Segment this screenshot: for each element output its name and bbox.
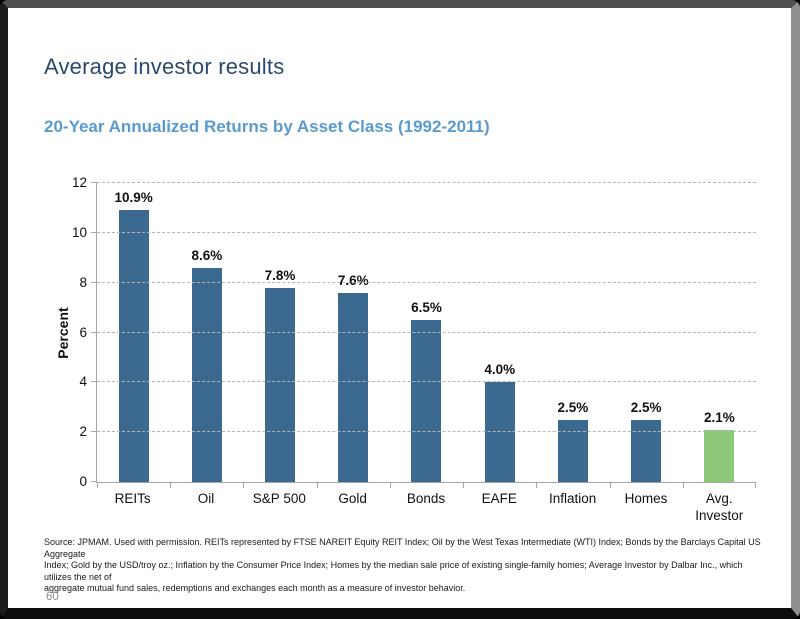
bar-value-label: 8.6% — [191, 247, 223, 263]
bar-reits — [118, 210, 149, 482]
bar-inflation — [557, 419, 588, 482]
x-tick-mark — [682, 482, 684, 488]
x-axis-labels: REITs Oil S&P 500 Gold Bonds EAFE Inflation Hom… — [96, 490, 756, 524]
y-tick-label: 8 — [79, 274, 87, 290]
gridline — [97, 381, 756, 383]
bar-cell: 7.6% — [317, 183, 390, 482]
bar-chart: Percent 10.9% 8.6% 7.8% 7.6% 6.5% 4.0% 2.5% 2.5… — [36, 176, 756, 524]
gridline — [97, 281, 756, 283]
x-tick-mark — [170, 482, 172, 488]
y-tick-label: 12 — [71, 175, 87, 190]
bar-value-label: 10.9% — [114, 190, 153, 206]
bar-value-label: 6.5% — [411, 300, 442, 316]
gridline — [97, 331, 756, 333]
y-tick-mark — [91, 281, 97, 283]
bar-bonds — [411, 320, 442, 482]
y-tick-mark — [91, 431, 97, 433]
x-tick-label: Homes — [624, 491, 668, 506]
y-tick-mark — [91, 481, 97, 482]
x-tick-label: Inflation — [548, 491, 597, 506]
bar-cell: 4.0% — [463, 183, 536, 482]
x-tick-mark — [609, 482, 611, 488]
slide: Average investor results 20-Year Annuali… — [8, 8, 791, 608]
y-tick-label: 6 — [79, 324, 87, 340]
plot-area: 10.9% 8.6% 7.8% 7.6% 6.5% 4.0% 2.5% 2.5% 2.1% 0 2… — [72, 176, 756, 489]
bar-cell: 7.8% — [243, 183, 316, 482]
bar-value-label: 2.5% — [557, 399, 589, 415]
bar-cell: 2.5% — [536, 183, 609, 482]
x-tick-label: EAFE — [481, 491, 517, 506]
gridline — [97, 182, 756, 183]
gridline — [97, 431, 756, 433]
x-tick-label: Bonds — [406, 491, 446, 506]
gridline — [97, 231, 756, 233]
y-tick-mark — [91, 331, 97, 333]
x-tick-mark — [463, 482, 465, 488]
x-tick-mark — [243, 482, 245, 488]
source-note: Source: JPMAM. Used with permission. REI… — [44, 537, 761, 593]
bar-cell: 6.5% — [390, 183, 463, 482]
bar-value-label: 7.8% — [264, 267, 296, 283]
x-tick-label: REITs — [114, 491, 151, 506]
bars-row: 10.9% 8.6% 7.8% 7.6% 6.5% 4.0% 2.5% 2.5% 2.1% — [97, 183, 756, 482]
page-number: 60 — [46, 591, 59, 603]
bar-avg-investor — [704, 429, 735, 482]
bar-value-label: 4.0% — [484, 362, 516, 378]
bar-homes — [631, 419, 662, 482]
bar-cell: 8.6% — [170, 183, 243, 482]
y-tick-label: 10 — [71, 224, 87, 240]
bar-value-label: 2.5% — [630, 399, 662, 415]
y-tick-mark — [91, 381, 97, 383]
bar-cell: 2.1% — [683, 183, 756, 482]
bar-value-label: 2.1% — [703, 409, 735, 425]
x-tick-mark — [316, 482, 318, 488]
y-tick-label: 2 — [79, 424, 87, 440]
bar-cell: 10.9% — [97, 183, 170, 482]
x-tick-label: Avg. Investor — [695, 491, 744, 523]
x-tick-mark — [389, 482, 391, 488]
x-tick-label: Gold — [338, 491, 367, 506]
bar-value-label: 7.6% — [337, 272, 369, 288]
bar-s-p-500 — [265, 287, 296, 482]
x-tick-mark — [97, 482, 98, 488]
bar-oil — [191, 267, 222, 482]
y-tick-label: 0 — [79, 474, 87, 489]
bar-eafe — [484, 382, 515, 482]
x-tick-mark — [536, 482, 538, 488]
x-tick-label: Oil — [197, 491, 215, 506]
chart-title: 20-Year Annualized Returns by Asset Clas… — [44, 117, 490, 136]
bar-gold — [338, 292, 369, 482]
x-tick-label: S&P 500 — [252, 491, 306, 506]
y-tick-label: 4 — [79, 374, 87, 390]
y-tick-mark — [91, 231, 97, 233]
page-title: Average investor results — [44, 54, 285, 79]
bar-cell: 2.5% — [610, 183, 683, 482]
y-tick-mark — [91, 182, 97, 183]
x-tick-mark — [755, 482, 756, 488]
